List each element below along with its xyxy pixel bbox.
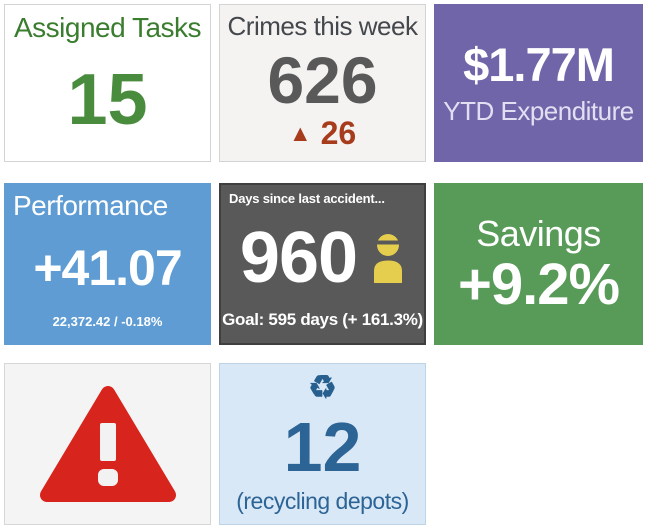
performance-title: Performance (13, 190, 168, 221)
assigned-tasks-value: 15 (67, 59, 148, 140)
savings-title: Savings (476, 212, 601, 254)
performance-value: +41.07 (33, 240, 182, 296)
accident-goal: Goal: 595 days (+ 161.3%) (222, 310, 423, 329)
crimes-card: Crimes this week 626 ▲ 26 (219, 4, 426, 162)
crimes-title: Crimes this week (227, 11, 418, 41)
crimes-value: 626 (267, 42, 378, 117)
accident-value: 960 (239, 218, 358, 298)
warning-triangle-icon (38, 383, 178, 505)
assigned-tasks-title: Assigned Tasks (13, 12, 202, 43)
performance-detail: 22,372.42 / -0.18% (52, 314, 163, 329)
savings-card: Savings +9.2% (434, 183, 643, 345)
crimes-delta: ▲ 26 (289, 117, 356, 149)
ytd-expenditure-card: $1.77M YTD Expenditure (434, 4, 643, 162)
recycling-label: (recycling depots) (236, 488, 409, 514)
assigned-tasks-card: Assigned Tasks 15 (4, 4, 211, 162)
recycling-value: 12 (283, 407, 362, 486)
accident-title: Days since last accident... (229, 191, 385, 206)
days-since-accident-card: Days since last accident... 960 Goal: 59… (219, 183, 426, 345)
worker-person-icon (371, 233, 405, 283)
up-triangle-icon: ▲ (288, 119, 312, 146)
ytd-expenditure-label: YTD Expenditure (443, 95, 634, 126)
savings-value: +9.2% (457, 251, 620, 317)
accident-middle-row: 960 (221, 206, 424, 310)
recycle-icon: ♻ (308, 369, 337, 405)
warning-card (4, 363, 211, 525)
performance-card: Performance +41.07 22,372.42 / -0.18% (4, 183, 211, 345)
crimes-delta-value: 26 (320, 115, 357, 151)
ytd-expenditure-value: $1.77M (463, 38, 615, 92)
recycling-card: ♻ 12 (recycling depots) (219, 363, 426, 525)
